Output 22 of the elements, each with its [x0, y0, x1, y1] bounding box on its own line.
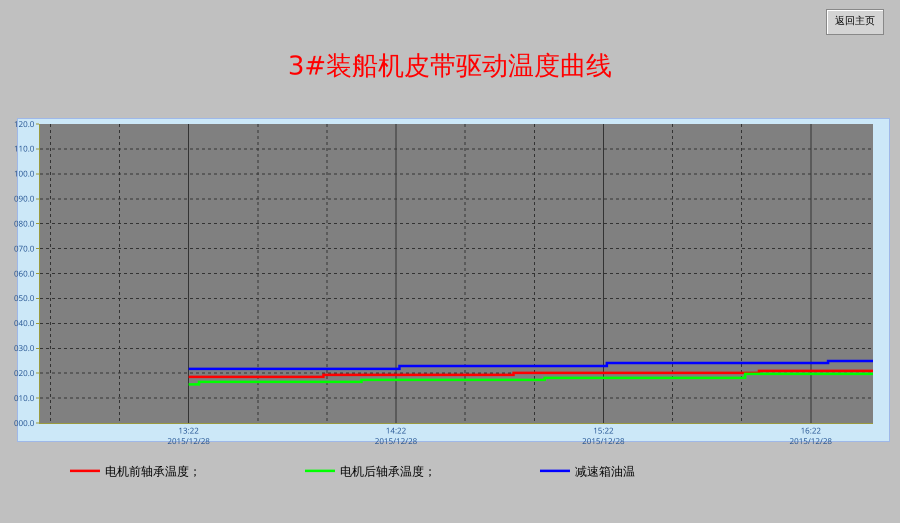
legend-label: 电机前轴承温度；	[104, 462, 201, 480]
y-tick-label: 090.0	[14, 194, 35, 205]
y-tick-label: 040.0	[14, 318, 35, 330]
legend-label: 减速箱油温	[574, 462, 635, 480]
y-tick-label: 030.0	[14, 343, 35, 354]
y-tick-label: 080.0	[14, 218, 35, 230]
y-tick-label: 010.0	[14, 392, 35, 404]
x-tick-label: 13:22 2015/12/28	[167, 426, 210, 447]
y-tick-label: 000.0	[14, 418, 35, 429]
y-tick-label: 110.0	[14, 144, 35, 155]
x-tick-label: 14:22 2015/12/28	[374, 426, 418, 447]
y-tick-label: 100.0	[14, 168, 35, 180]
home-button: 返回主页	[826, 9, 884, 35]
y-tick-label: 070.0	[14, 243, 35, 254]
legend-label: 电机后轴承温度；	[340, 462, 436, 480]
y-tick-label: 060.0	[14, 268, 35, 280]
y-tick-label: 020.0	[14, 368, 35, 379]
x-tick-label: 15:22 2015/12/28	[582, 426, 626, 447]
x-tick-label: 16:22 2015/12/28	[790, 426, 832, 447]
chart-title: 3#装船机皮带驱动温度曲线	[288, 51, 612, 82]
y-tick-label: 050.0	[14, 293, 35, 304]
y-tick-label: 120.0	[14, 118, 35, 130]
